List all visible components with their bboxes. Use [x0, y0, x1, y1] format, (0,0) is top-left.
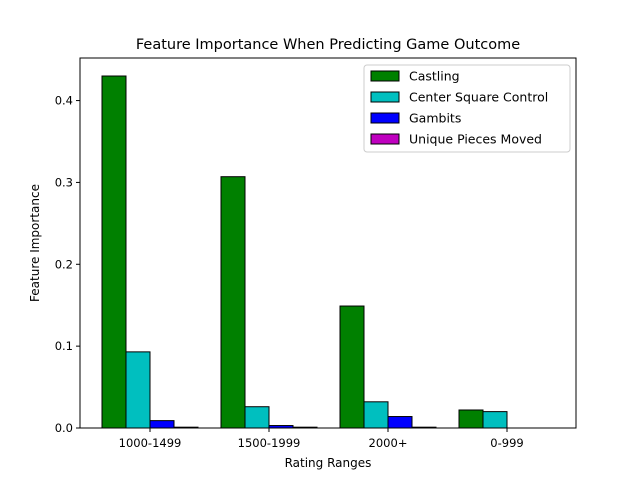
- bar-castling-1000-1499: [101, 75, 127, 429]
- bar-center-square-control-1500-1999: [244, 406, 270, 429]
- legend-swatch: [370, 91, 400, 103]
- y-tick-label: 0.3: [55, 175, 73, 189]
- legend-swatch: [370, 133, 400, 145]
- y-axis-label: Feature Importance: [28, 184, 42, 302]
- legend-label: Unique Pieces Moved: [409, 132, 542, 147]
- bar-center-square-control-2000+: [363, 401, 389, 429]
- x-tick-label: 1500-1999: [238, 436, 301, 450]
- x-tick-label: 2000+: [369, 436, 408, 450]
- chart-title: Feature Importance When Predicting Game …: [136, 37, 520, 53]
- x-axis-ticks: 1000-1499 1500-1999 2000+ 0-999: [119, 428, 524, 450]
- bar-gambits-2000+: [387, 416, 413, 429]
- x-axis-label: Rating Ranges: [285, 456, 372, 470]
- bar-center-square-control-1000-1499: [125, 351, 151, 429]
- legend-frame: [363, 64, 571, 153]
- legend-label: Gambits: [409, 111, 461, 126]
- bar-castling-0-999: [458, 409, 484, 429]
- legend-swatch: [370, 112, 400, 124]
- legend-label: Castling: [409, 69, 460, 84]
- y-axis-ticks: 0.0 0.1 0.2 0.3 0.4: [55, 94, 80, 435]
- x-tick-label: 1000-1499: [119, 436, 182, 450]
- plot-frame: [79, 57, 577, 429]
- legend-swatch: [370, 70, 400, 82]
- legend: Castling Center Square Control Gambits Uniq…: [363, 64, 571, 153]
- bar-gambits-1000-1499: [149, 420, 175, 429]
- bars-group: [101, 75, 508, 429]
- bar-castling-2000+: [339, 305, 365, 429]
- y-tick-label: 0.0: [55, 421, 73, 435]
- legend-label: Center Square Control: [409, 90, 548, 105]
- bar-center-square-control-0-999: [482, 411, 508, 429]
- y-tick-label: 0.4: [55, 94, 73, 108]
- bar-castling-1500-1999: [220, 176, 246, 429]
- y-tick-label: 0.1: [55, 339, 73, 353]
- y-tick-label: 0.2: [55, 257, 73, 271]
- x-tick-label: 0-999: [490, 436, 523, 450]
